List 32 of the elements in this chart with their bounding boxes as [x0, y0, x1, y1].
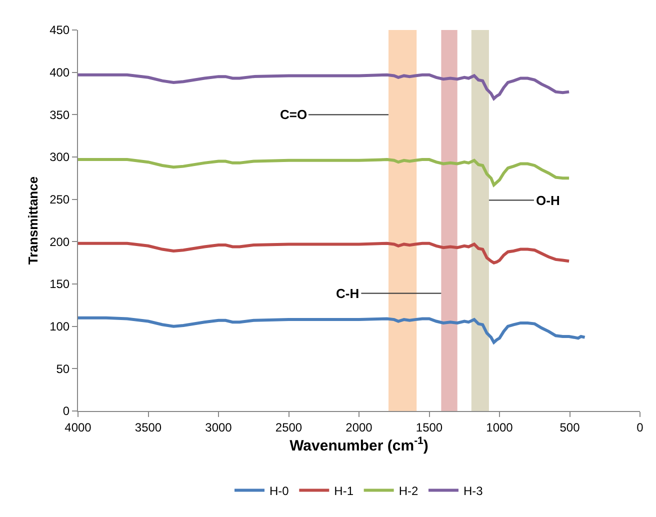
annotation: C-H [336, 286, 360, 301]
y-tick-label: 200 [50, 234, 70, 249]
y-tick-label: 50 [56, 362, 70, 376]
legend-label: H-3 [463, 484, 484, 498]
x-tick-label: 1000 [486, 420, 514, 434]
x-tick-label: 1500 [416, 420, 443, 434]
legend-label: H-1 [334, 484, 354, 498]
legend-label: H-2 [398, 484, 418, 498]
x-tick-label: 2000 [346, 420, 373, 434]
x-tick-label: 0 [636, 420, 644, 434]
x-tick-label: 4000 [64, 420, 92, 434]
annotation: C=O [280, 107, 308, 122]
x-tick-label: 3000 [205, 420, 232, 434]
y-tick-label: 150 [50, 277, 70, 292]
x-tick-label: 500 [560, 420, 580, 434]
y-tick-label: 300 [50, 150, 70, 164]
y-axis-title: Transmittance [26, 176, 41, 265]
y-tick-label: 250 [50, 192, 70, 207]
line-series [78, 316, 586, 344]
line-series [78, 158, 571, 186]
y-tick-label: 350 [50, 108, 70, 122]
annotation: O-H [536, 193, 560, 208]
x-tick-label: 2500 [275, 420, 302, 434]
x-axis-title: Wavenumber (cm$^{-1}$) [290, 435, 428, 454]
y-tick-label: 0 [62, 404, 70, 418]
y-tick-label: 450 [50, 23, 70, 38]
y-tick-label: 100 [50, 320, 70, 334]
line-series [78, 242, 571, 264]
y-tick-label: 400 [50, 66, 70, 80]
x-tick-label: 3500 [134, 420, 162, 434]
legend-label: H-0 [270, 484, 290, 498]
line-series [78, 73, 571, 100]
